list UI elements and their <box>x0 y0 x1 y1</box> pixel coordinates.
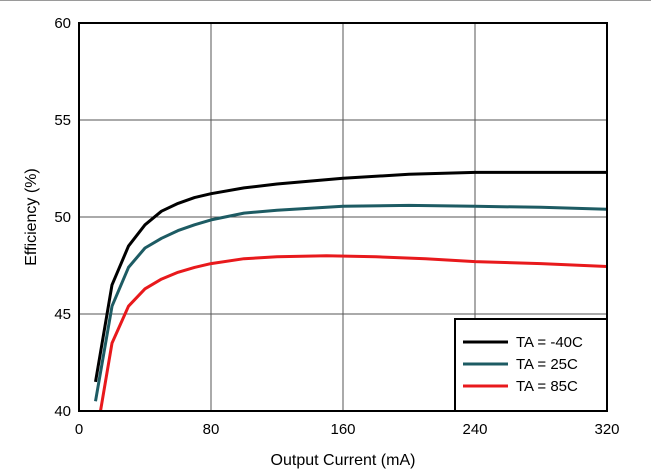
y-tick-label: 55 <box>54 112 71 129</box>
y-tick-label: 45 <box>54 306 71 323</box>
series-line-1 <box>94 170 607 383</box>
legend-label-3: TA = 85C <box>516 378 578 395</box>
plot-frame <box>78 22 608 412</box>
x-tick-label: 0 <box>75 421 83 438</box>
y-tick-label: 50 <box>54 209 71 226</box>
series-line-2 <box>94 203 608 402</box>
x-axis-title: Output Current (mA) <box>271 452 416 469</box>
y-axis-title: Efficiency (%) <box>23 168 40 266</box>
legend: TA = -40C TA = 25C TA = 85C <box>454 318 608 412</box>
series-lines <box>94 170 608 412</box>
top-rule <box>0 0 651 1</box>
y-tick-label: 40 <box>54 403 71 420</box>
x-tick-label: 80 <box>203 421 220 438</box>
y-tick-label: 60 <box>54 15 71 32</box>
x-tick-label: 240 <box>462 421 487 438</box>
x-tick-label: 320 <box>594 421 619 438</box>
legend-label-2: TA = 25C <box>516 356 578 373</box>
x-tick-label: 160 <box>330 421 355 438</box>
legend-label-1: TA = -40C <box>516 334 583 351</box>
tick-labels: 0 80 160 240 320 40 45 50 55 60 <box>54 15 619 438</box>
series-line-3 <box>99 254 608 412</box>
